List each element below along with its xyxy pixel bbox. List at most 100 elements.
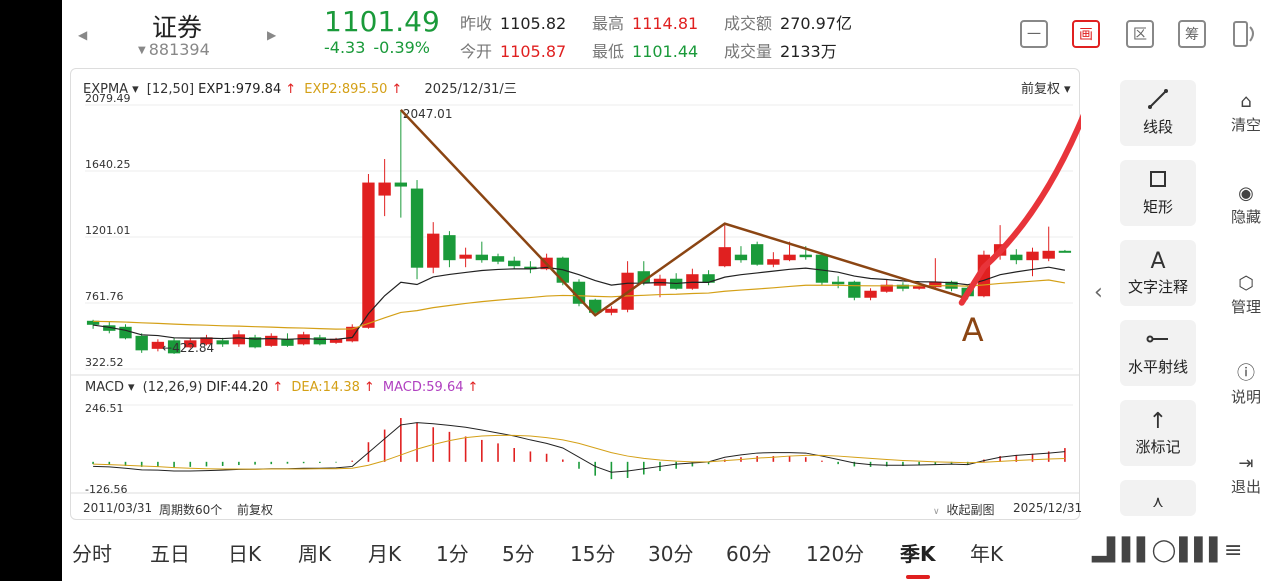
candle-body — [848, 281, 861, 298]
candle — [427, 222, 440, 274]
next-stock-arrow-icon[interactable]: ▶ — [267, 28, 277, 42]
footer-end-date: 2025/12/31 — [1013, 501, 1083, 515]
candle-body — [589, 299, 602, 313]
quote-turnover: 成交额 270.97亿 — [724, 14, 853, 33]
period-tab-11[interactable]: 季K — [900, 538, 936, 579]
watermark-logo: ▂▌▌▌◯ ▌▌▌≡ — [1092, 538, 1242, 563]
candle — [184, 337, 197, 349]
candle-body — [767, 259, 780, 265]
candle-body — [346, 326, 359, 342]
dea-line — [93, 434, 1065, 470]
phone-rotate-icon[interactable] — [1230, 20, 1258, 48]
hand-drawn-up-stroke — [958, 113, 1081, 306]
current-date: 2025/12/31/三 — [424, 82, 517, 97]
candle-body — [313, 337, 327, 345]
side-manage[interactable]: ⬡ 管理 — [1212, 272, 1280, 317]
candle-body — [86, 320, 100, 325]
quote-low: 最低 1101.44 — [592, 42, 699, 61]
main-indicator-select[interactable]: EXPMA ▾ — [83, 82, 139, 97]
prev-stock-arrow-icon[interactable]: ◀ — [78, 28, 88, 42]
exp1-value: EXP1:979.84 — [198, 82, 282, 97]
candle — [216, 337, 229, 347]
candle — [410, 180, 424, 280]
side-clear[interactable]: ⌂ 清空 — [1212, 90, 1280, 135]
collapse-subchart-button[interactable]: ∨ 收起副图 — [933, 503, 995, 517]
candle — [1010, 249, 1023, 265]
candle-body — [265, 335, 278, 346]
last-price: 1101.49 — [324, 5, 440, 38]
candle-body — [605, 308, 618, 313]
stock-code-selector[interactable]: ▼ 881394 — [138, 40, 210, 59]
period-tab-1[interactable]: 五日 — [150, 542, 190, 566]
candle-body — [686, 274, 699, 289]
candle-body — [912, 286, 926, 289]
dif-value: DIF:44.20 — [206, 380, 269, 395]
candle — [491, 253, 505, 265]
period-tab-9[interactable]: 60分 — [726, 542, 772, 566]
candle — [167, 337, 181, 354]
candle — [265, 333, 278, 347]
period-tab-12[interactable]: 年K — [970, 542, 1004, 566]
candle-body — [167, 340, 181, 354]
side-help[interactable]: ⓘ 说明 — [1212, 362, 1280, 407]
main-y-label-3: 761.76 — [85, 290, 124, 303]
footer-period-count: 周期数60个 — [159, 503, 223, 517]
candle — [815, 252, 829, 286]
candle — [831, 276, 845, 289]
period-tab-7[interactable]: 15分 — [570, 542, 616, 566]
candle-body — [896, 284, 910, 289]
up-mark-icon: ↑ — [1148, 409, 1168, 434]
candle-body — [427, 233, 440, 268]
period-tab-10[interactable]: 120分 — [806, 542, 865, 566]
sub-indicator-select[interactable]: MACD ▾ — [85, 380, 135, 395]
main-y-label-1: 1640.25 — [85, 158, 131, 171]
candle — [362, 174, 375, 329]
draw-tool-horizontal-ray[interactable]: 水平射线 — [1120, 320, 1196, 386]
footer-adjust: 前复权 — [237, 503, 274, 517]
period-tab-8[interactable]: 30分 — [648, 542, 694, 566]
candle — [653, 274, 667, 298]
adjust-select[interactable]: 前复权 ▾ — [1021, 82, 1071, 97]
candle-body — [864, 290, 877, 298]
candle-body — [184, 340, 197, 348]
side-hide[interactable]: ◉ 隐藏 — [1212, 182, 1280, 227]
kline-chart[interactable]: 2079.49 1640.25 1201.01 761.76 322.52 2047.01… — [70, 68, 1083, 521]
candle-body — [799, 254, 812, 258]
candle — [394, 109, 408, 218]
kline-svg[interactable]: 2079.49 1640.25 1201.01 761.76 322.52 2047.01… — [71, 69, 1081, 521]
minus-button[interactable]: 一 — [1020, 20, 1048, 48]
period-tab-3[interactable]: 周K — [298, 542, 332, 566]
candle-body — [734, 254, 748, 261]
candle-body — [750, 244, 764, 265]
draw-tool-more[interactable]: ⋏ — [1120, 480, 1196, 516]
chips-button[interactable]: 筹 — [1178, 20, 1206, 48]
collapse-panel-arrow-icon[interactable]: ‹ — [1094, 280, 1103, 305]
quote-prev-close: 昨收 1105.82 — [460, 14, 567, 33]
candle-body — [151, 341, 165, 349]
draw-tool-line-segment[interactable]: 线段 — [1120, 80, 1196, 146]
draw-tool-up-mark[interactable]: ↑ 涨标记 — [1120, 400, 1196, 466]
period-tab-5[interactable]: 1分 — [436, 542, 469, 566]
candle-body — [508, 260, 521, 267]
candle-body — [362, 182, 375, 328]
candle — [929, 258, 942, 289]
candle — [1026, 247, 1039, 277]
period-tab-6[interactable]: 5分 — [502, 542, 535, 566]
draw-tool-rectangle[interactable]: 矩形 — [1120, 160, 1196, 226]
side-exit[interactable]: ⇥ 退出 — [1212, 452, 1280, 497]
draw-button[interactable]: 画 — [1072, 20, 1100, 48]
line-segment-icon — [1120, 88, 1196, 116]
draw-tool-text-note[interactable]: A 文字注释 — [1120, 240, 1196, 306]
period-tab-0[interactable]: 分时 — [72, 542, 112, 566]
period-tab-2[interactable]: 日K — [228, 542, 262, 566]
candle — [248, 334, 262, 349]
range-button[interactable]: 区 — [1126, 20, 1154, 48]
stock-code: 881394 — [148, 40, 210, 59]
rectangle-icon — [1120, 168, 1196, 196]
main-legend: EXPMA ▾ [12,50] EXP1:979.84 ↑ EXP2:895.50 ↑ … — [83, 82, 517, 97]
period-tab-4[interactable]: 月K — [368, 542, 402, 566]
candle-body — [491, 256, 505, 262]
main-y-label-2: 1201.01 — [85, 224, 131, 237]
sub-legend: MACD ▾ (12,26,9) DIF:44.20 ↑ DEA:14.38 ↑ MAC… — [85, 380, 479, 395]
quote-open: 今开 1105.87 — [460, 42, 567, 61]
